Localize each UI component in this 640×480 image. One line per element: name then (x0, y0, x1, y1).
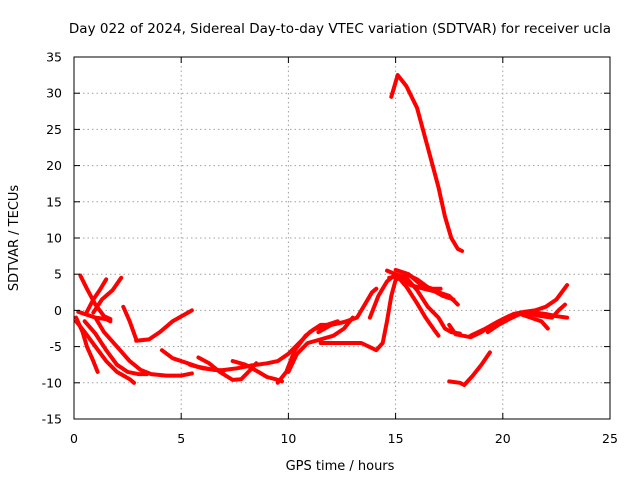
y-tick-label: 0 (54, 303, 62, 318)
series-track-4 (91, 275, 124, 315)
y-tick-label: 5 (54, 267, 62, 282)
x-tick-labels: 0 5 10 15 20 25 (70, 431, 618, 446)
series-track-23 (389, 73, 465, 253)
y-tick-label: -5 (50, 339, 62, 354)
x-tick-label: 25 (602, 431, 618, 446)
x-tick-label: 20 (495, 431, 511, 446)
y-tick-label: 30 (46, 86, 62, 101)
series-track-8 (93, 315, 194, 378)
series-track-20 (385, 268, 441, 338)
series-track-3 (84, 277, 109, 314)
x-tick-label: 10 (280, 431, 296, 446)
series-track-26 (485, 312, 550, 335)
series-track-16 (286, 315, 355, 374)
grid-lines (74, 57, 610, 419)
y-axis-label: SDTVAR / TECUs (7, 185, 22, 292)
y-tick-label: -15 (42, 412, 62, 427)
series-track-13 (196, 355, 259, 382)
y-tick-label: 25 (46, 122, 62, 137)
series-track-9 (121, 304, 139, 342)
series-track-7 (82, 319, 149, 377)
series-track-6 (74, 319, 136, 385)
y-tick-label: 20 (46, 158, 62, 173)
y-tick-label: 15 (46, 194, 62, 209)
series-track-27 (528, 302, 567, 320)
y-tick-labels: -15 -10 -5 0 5 10 15 20 25 30 35 (42, 50, 62, 427)
series-track-10 (134, 308, 194, 343)
series-track-2 (78, 273, 113, 322)
series-track-14 (230, 359, 284, 384)
series-track-17 (316, 286, 379, 335)
y-tick-label: 10 (46, 231, 62, 246)
series-track-21 (387, 273, 460, 307)
series-track-19 (367, 272, 462, 336)
data-series (74, 73, 570, 387)
x-axis-label: GPS time / hours (286, 459, 395, 474)
chart-title: Day 022 of 2024, Sidereal Day-to-day VTE… (69, 21, 611, 37)
y-tick-label: -10 (42, 375, 62, 390)
x-tick-label: 0 (70, 431, 78, 446)
series-track-22 (393, 267, 443, 291)
series-track-28 (447, 350, 492, 387)
y-tick-label: 35 (46, 50, 62, 65)
axis-ticks (73, 56, 611, 420)
x-tick-label: 5 (177, 431, 185, 446)
x-tick-label: 15 (388, 431, 404, 446)
